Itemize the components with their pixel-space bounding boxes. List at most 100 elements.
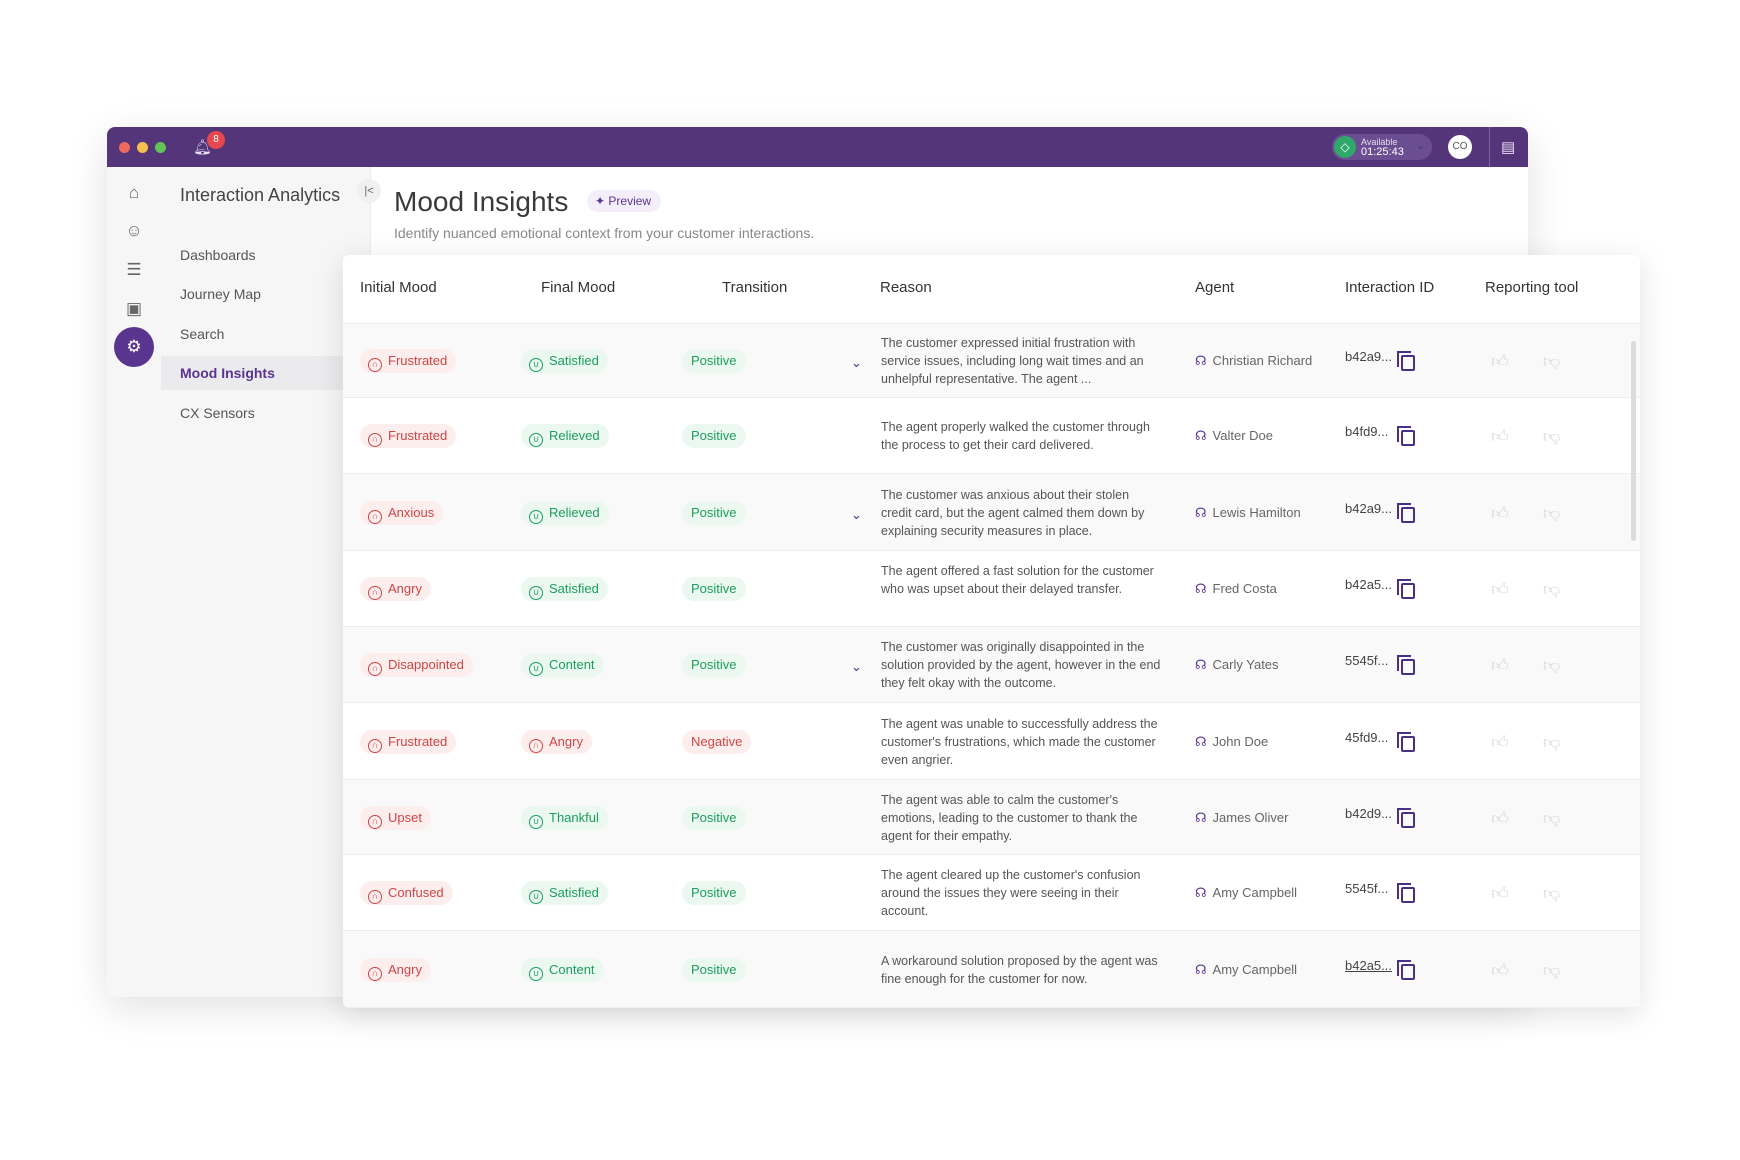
table-row[interactable]: ∩ Frustrated ∪ Satisfied Positive ⌄ The cu… (343, 324, 1640, 398)
sidebar-item-dashboards[interactable]: Dashboards (180, 247, 256, 263)
thumbs-up-icon[interactable]: 👍︎ (1491, 656, 1509, 675)
interaction-id-link[interactable]: 45fd9... (1345, 730, 1389, 745)
transition-tag: Positive (682, 501, 746, 525)
copy-icon[interactable] (1397, 732, 1415, 752)
reason-text: The agent cleared up the customer's conf… (881, 868, 1141, 918)
column-header-reason[interactable]: Reason (880, 279, 932, 296)
sidebar-item-search[interactable]: Search (180, 326, 225, 342)
interaction-id-link[interactable]: 5545f... (1345, 881, 1389, 896)
column-header-interaction-id[interactable]: Interaction ID (1345, 279, 1435, 296)
thumbs-up-icon[interactable]: 👍︎ (1491, 427, 1509, 446)
sidebar-item-mood-insights[interactable]: Mood Insights (161, 356, 371, 390)
column-header-initial-mood[interactable]: Initial Mood (360, 279, 437, 296)
thumbs-down-icon[interactable]: 👎︎ (1543, 656, 1561, 675)
thumbs-down-icon[interactable]: 👎︎ (1543, 809, 1561, 828)
table-row[interactable]: ∩ Confused ∪ Satisfied Positive The agent … (343, 855, 1640, 931)
initial-mood-label: Upset (388, 810, 422, 825)
availability-status-dropdown[interactable]: ◇ Available 01:25:43 ⌄ (1332, 134, 1432, 160)
close-window-button[interactable] (119, 142, 130, 153)
user-avatar[interactable]: CO (1448, 135, 1472, 159)
initial-mood-label: Frustrated (388, 353, 448, 368)
table-row[interactable]: ∩ Anxious ∪ Relieved Positive ⌄ The custom… (343, 474, 1640, 551)
contact-card-icon[interactable]: ▣ (125, 299, 143, 318)
copy-icon[interactable] (1397, 960, 1415, 980)
scrollbar[interactable] (1631, 341, 1636, 541)
transition-tag: Positive (682, 424, 746, 448)
title-bar: 🔔︎ 8 ◇ Available 01:25:43 ⌄ CO ▤ (107, 127, 1528, 167)
happy-face-icon: ∪ (529, 890, 543, 904)
agent-headset-icon: ☊ (1195, 581, 1207, 596)
agent-label: Carly Yates (1212, 657, 1279, 672)
final-mood-label: Relieved (549, 428, 600, 443)
column-header-final-mood[interactable]: Final Mood (541, 279, 616, 296)
copy-icon[interactable] (1397, 655, 1415, 675)
sad-face-icon: ∩ (368, 586, 382, 600)
final-mood-tag: ∪ Thankful (521, 806, 608, 830)
thumbs-down-icon[interactable]: 👎︎ (1543, 961, 1561, 980)
interaction-id-link[interactable]: b42a9... (1345, 349, 1392, 364)
transition-tag: Positive (682, 958, 746, 982)
copy-icon[interactable] (1397, 579, 1415, 599)
table-row[interactable]: ∩ Angry ∪ Satisfied Positive The agent off… (343, 551, 1640, 627)
expand-chevron-icon[interactable]: ⌄ (851, 507, 862, 522)
transition-tag: Negative (682, 730, 752, 754)
column-header-transition[interactable]: Transition (722, 279, 788, 296)
reason-text: The customer expressed initial frustrati… (881, 336, 1144, 386)
table-row[interactable]: ∩ Frustrated ∩ Angry Negative The agent wa… (343, 703, 1640, 780)
final-mood-label: Satisfied (549, 885, 599, 900)
sparkle-icon: ✦ (595, 194, 609, 208)
thumbs-up-icon[interactable]: 👍︎ (1491, 733, 1509, 752)
thumbs-down-icon[interactable]: 👎︎ (1543, 504, 1561, 523)
collapse-sidebar-button[interactable]: |< (357, 179, 381, 203)
agent-headset-icon: ☊ (1195, 734, 1207, 749)
column-header-agent[interactable]: Agent (1195, 279, 1235, 296)
thumbs-down-icon[interactable]: 👎︎ (1543, 884, 1561, 903)
thumbs-up-icon[interactable]: 👍︎ (1491, 580, 1509, 599)
person-chat-icon[interactable]: ☺ (125, 221, 143, 240)
thumbs-up-icon[interactable]: 👍︎ (1491, 809, 1509, 828)
initial-mood-tag: ∩ Angry (360, 958, 431, 982)
interaction-id-link[interactable]: b42a5... (1345, 958, 1392, 973)
table-row[interactable]: ∩ Upset ∪ Thankful Positive The agent was … (343, 780, 1640, 855)
column-header-reporting-tool[interactable]: Reporting tool (1485, 279, 1579, 296)
table-row[interactable]: ∩ Frustrated ∪ Relieved Positive The agent… (343, 398, 1640, 474)
expand-chevron-icon[interactable]: ⌄ (851, 659, 862, 674)
initial-mood-tag: ∩ Angry (360, 577, 431, 601)
interaction-id-link[interactable]: b42a5... (1345, 577, 1392, 592)
interaction-id-link[interactable]: 5545f... (1345, 653, 1389, 668)
copy-icon[interactable] (1397, 503, 1415, 523)
list-icon[interactable]: ☰ (126, 260, 142, 279)
analytics-icon[interactable]: ⚙ (114, 327, 154, 367)
minimize-window-button[interactable] (137, 142, 148, 153)
maximize-window-button[interactable] (155, 142, 166, 153)
sad-face-icon: ∩ (368, 358, 382, 372)
agent-label: Amy Campbell (1212, 962, 1298, 977)
copy-icon[interactable] (1397, 808, 1415, 828)
thumbs-down-icon[interactable]: 👎︎ (1543, 580, 1561, 599)
sidebar-item-cx-sensors[interactable]: CX Sensors (180, 405, 255, 421)
copy-icon[interactable] (1397, 351, 1415, 371)
interaction-id-link[interactable]: b42a9... (1345, 501, 1392, 516)
thumbs-down-icon[interactable]: 👎︎ (1543, 352, 1561, 371)
thumbs-up-icon[interactable]: 👍︎ (1491, 961, 1509, 980)
copy-icon[interactable] (1397, 883, 1415, 903)
page-title: Mood Insights (394, 186, 569, 217)
interaction-id-link[interactable]: b42d9... (1345, 806, 1392, 821)
thumbs-up-icon[interactable]: 👍︎ (1491, 504, 1509, 523)
home-icon[interactable]: ⌂ (128, 183, 140, 202)
table-row[interactable]: ∩ Angry ∪ Content Positive A workaround so… (343, 931, 1640, 1008)
side-panel-icon[interactable]: ▤ (1501, 139, 1516, 156)
thumbs-up-icon[interactable]: 👍︎ (1491, 884, 1509, 903)
thumbs-down-icon[interactable]: 👎︎ (1543, 427, 1561, 446)
happy-face-icon: ∪ (529, 510, 543, 524)
thumbs-down-icon[interactable]: 👎︎ (1543, 733, 1561, 752)
final-mood-tag: ∪ Relieved (521, 501, 609, 525)
final-mood-label: Thankful (549, 810, 599, 825)
table-row[interactable]: ∩ Disappointed ∪ Content Positive ⌄ The cu… (343, 627, 1640, 703)
sidebar-item-journey-map[interactable]: Journey Map (180, 286, 261, 302)
copy-icon[interactable] (1397, 426, 1415, 446)
sad-face-icon: ∩ (368, 890, 382, 904)
expand-chevron-icon[interactable]: ⌄ (851, 355, 862, 370)
interaction-id-link[interactable]: b4fd9... (1345, 424, 1389, 439)
thumbs-up-icon[interactable]: 👍︎ (1491, 352, 1509, 371)
